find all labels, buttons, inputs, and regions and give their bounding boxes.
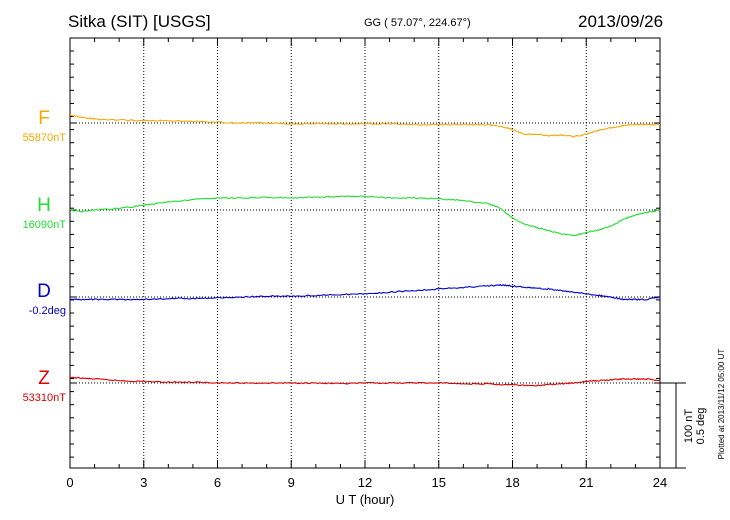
x-tick-label: 9 xyxy=(288,475,295,490)
x-tick-label: 15 xyxy=(432,475,446,490)
series-line-h xyxy=(69,195,661,237)
x-tick-label: 12 xyxy=(358,475,372,490)
series-name-z: Z xyxy=(38,368,50,389)
plot-frame xyxy=(69,37,661,469)
baseline-value-z: 53310nT xyxy=(23,392,67,404)
series-line-z xyxy=(69,376,661,387)
x-tick-label: 24 xyxy=(653,475,667,490)
plotted-at-note: Plotted at 2013/11/12 05:00 UT xyxy=(717,349,726,460)
coordinates-label: GG ( 57.07°, 224.67°) xyxy=(364,17,471,29)
series-line-d xyxy=(69,283,661,301)
series-line-f xyxy=(69,114,661,138)
x-axis-title: U T (hour) xyxy=(336,492,395,507)
baseline-value-f: 55870nT xyxy=(23,132,67,144)
x-tick-label: 3 xyxy=(140,475,147,490)
series-name-h: H xyxy=(37,195,51,216)
x-tick-label: 0 xyxy=(66,475,73,490)
x-tick-label: 21 xyxy=(579,475,593,490)
scale-label-nt: 100 nT xyxy=(683,409,695,444)
x-tick-label: 6 xyxy=(214,475,221,490)
baseline-value-h: 16090nT xyxy=(23,219,67,231)
series-name-d: D xyxy=(37,281,51,302)
station-title: Sitka (SIT) [USGS] xyxy=(68,12,211,31)
date-label: 2013/09/26 xyxy=(578,12,664,31)
x-tick-label: 18 xyxy=(505,475,519,490)
baseline-value-d: -0.2deg xyxy=(29,305,66,317)
scale-label-deg: 0.5 deg xyxy=(695,408,707,445)
series-name-f: F xyxy=(38,108,50,129)
